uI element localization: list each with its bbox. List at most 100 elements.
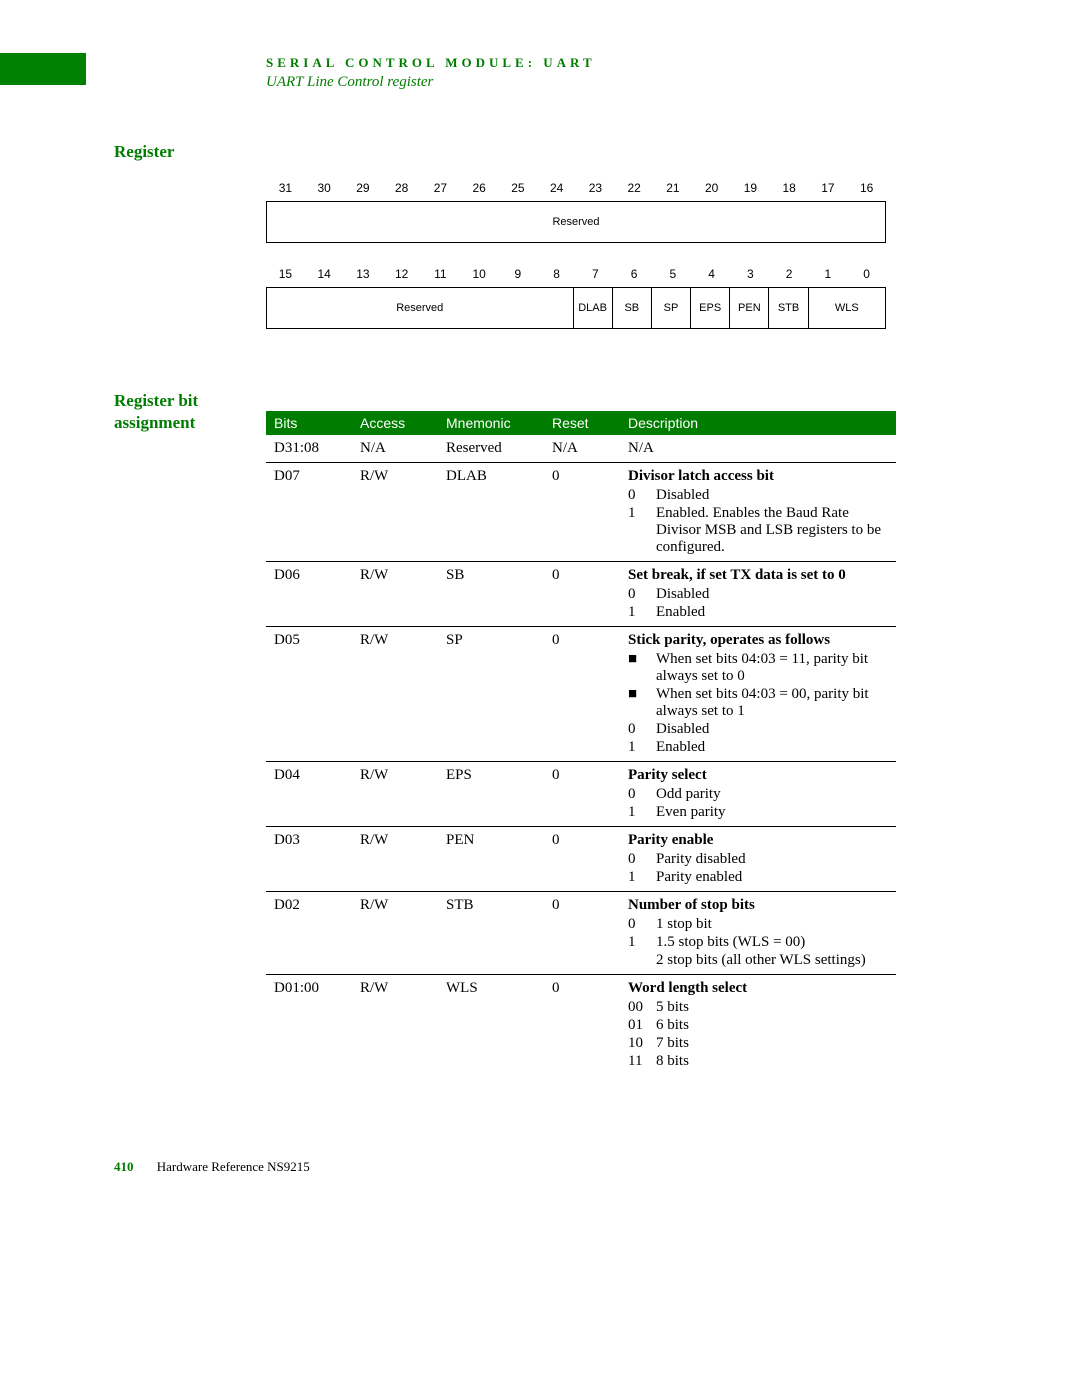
cell-access: R/W <box>352 627 438 762</box>
section-heading-register: Register <box>114 141 174 163</box>
page-header: SERIAL CONTROL MODULE: UART UART Line Co… <box>266 55 596 91</box>
cell-bits: D07 <box>266 463 352 562</box>
desc-item: 2 stop bits (all other WLS settings) <box>628 952 888 969</box>
cell-access: R/W <box>352 975 438 1076</box>
bit-number: 26 <box>460 181 499 195</box>
cell-description: Stick parity, operates as follows■When s… <box>620 627 896 762</box>
desc-item: 0Disabled <box>628 586 888 603</box>
desc-key: ■ <box>628 651 656 685</box>
cell-bits: D03 <box>266 827 352 892</box>
col-desc: Description <box>620 411 896 435</box>
desc-item: 107 bits <box>628 1035 888 1052</box>
desc-item: 0Odd parity <box>628 786 888 803</box>
table-row: D01:00R/WWLS0Word length select005 bits0… <box>266 975 896 1076</box>
desc-value: Even parity <box>656 804 726 821</box>
col-reset: Reset <box>544 411 620 435</box>
desc-item: 11.5 stop bits (WLS = 00) <box>628 934 888 951</box>
desc-key: 1 <box>628 505 656 556</box>
desc-value: 8 bits <box>656 1053 689 1070</box>
bit-number: 19 <box>731 181 770 195</box>
desc-key: 10 <box>628 1035 656 1052</box>
bit-number: 28 <box>382 181 421 195</box>
bit-numbers-row1: 31302928272625242322212019181716 <box>266 181 886 195</box>
desc-item: 0Disabled <box>628 721 888 738</box>
desc-title: Number of stop bits <box>628 897 888 914</box>
page-number: 410 <box>114 1159 134 1174</box>
cell-bits: D01:00 <box>266 975 352 1076</box>
cell-access: R/W <box>352 562 438 627</box>
desc-value: 2 stop bits (all other WLS settings) <box>656 952 866 969</box>
table-row: D06R/WSB0Set break, if set TX data is se… <box>266 562 896 627</box>
desc-key: 1 <box>628 804 656 821</box>
desc-list: 0Parity disabled1Parity enabled <box>628 851 888 886</box>
bit-number: 27 <box>421 181 460 195</box>
desc-item: 016 bits <box>628 1017 888 1034</box>
desc-value: Disabled <box>656 721 709 738</box>
bit-number: 1 <box>809 267 848 281</box>
desc-item: 0Disabled <box>628 487 888 504</box>
bit-number: 8 <box>537 267 576 281</box>
bit-number: 31 <box>266 181 305 195</box>
register-field: Reserved <box>267 202 885 242</box>
desc-value: 6 bits <box>656 1017 689 1034</box>
cell-description: Word length select005 bits016 bits107 bi… <box>620 975 896 1076</box>
cell-access: N/A <box>352 435 438 463</box>
bit-number: 6 <box>615 267 654 281</box>
desc-list: 01 stop bit11.5 stop bits (WLS = 00)2 st… <box>628 916 888 969</box>
cell-reset: 0 <box>544 975 620 1076</box>
cell-bits: D04 <box>266 762 352 827</box>
cell-mnemonic: Reserved <box>438 435 544 463</box>
bit-number: 13 <box>344 267 383 281</box>
cell-description: Number of stop bits 01 stop bit11.5 stop … <box>620 892 896 975</box>
cell-reset: 0 <box>544 562 620 627</box>
table-row: D07R/WDLAB0Divisor latch access bit0Disa… <box>266 463 896 562</box>
cell-mnemonic: EPS <box>438 762 544 827</box>
desc-key: 0 <box>628 487 656 504</box>
cell-mnemonic: SP <box>438 627 544 762</box>
footer-text: Hardware Reference NS9215 <box>157 1159 310 1174</box>
desc-key: 0 <box>628 786 656 803</box>
desc-item: 005 bits <box>628 999 888 1016</box>
bit-number: 20 <box>692 181 731 195</box>
cell-access: R/W <box>352 463 438 562</box>
cell-mnemonic: SB <box>438 562 544 627</box>
bit-number: 0 <box>847 267 886 281</box>
desc-list: 0Disabled1Enabled <box>628 586 888 621</box>
cell-description: Parity select0Odd parity1Even parity <box>620 762 896 827</box>
desc-item: 1Enabled <box>628 604 888 621</box>
cell-mnemonic: DLAB <box>438 463 544 562</box>
bit-number: 17 <box>809 181 848 195</box>
desc-key: 1 <box>628 934 656 951</box>
bit-number: 9 <box>499 267 538 281</box>
register-field: STB <box>768 288 807 328</box>
desc-item: 0Parity disabled <box>628 851 888 868</box>
desc-item: 01 stop bit <box>628 916 888 933</box>
cell-reset: N/A <box>544 435 620 463</box>
bit-number: 12 <box>382 267 421 281</box>
bit-number: 21 <box>654 181 693 195</box>
table-row: D31:08N/AReservedN/AN/A <box>266 435 896 463</box>
register-row1: Reserved <box>266 201 886 243</box>
bit-assignment-table: Bits Access Mnemonic Reset Description D… <box>266 411 896 1075</box>
table-header-row: Bits Access Mnemonic Reset Description <box>266 411 896 435</box>
desc-key: 0 <box>628 851 656 868</box>
register-field: PEN <box>729 288 768 328</box>
page-footer: 410 Hardware Reference NS9215 <box>114 1159 310 1175</box>
bit-number: 11 <box>421 267 460 281</box>
table-row: D03R/WPEN0Parity enable0Parity disabled1… <box>266 827 896 892</box>
desc-key: 0 <box>628 586 656 603</box>
cell-description: Parity enable0Parity disabled1Parity ena… <box>620 827 896 892</box>
desc-title: Set break, if set TX data is set to 0 <box>628 567 888 584</box>
desc-item: 1Enabled <box>628 739 888 756</box>
desc-title: Stick parity, operates as follows <box>628 632 888 649</box>
bit-number: 30 <box>305 181 344 195</box>
cell-reset: 0 <box>544 827 620 892</box>
desc-key: 1 <box>628 604 656 621</box>
cell-bits: D05 <box>266 627 352 762</box>
desc-value: Parity enabled <box>656 869 742 886</box>
desc-value: Parity disabled <box>656 851 746 868</box>
col-mnemonic: Mnemonic <box>438 411 544 435</box>
table-row: D05R/WSP0Stick parity, operates as follo… <box>266 627 896 762</box>
section-heading-bit-assignment: Register bit assignment <box>114 390 198 434</box>
table-row: D02R/WSTB0Number of stop bits01 stop bit… <box>266 892 896 975</box>
